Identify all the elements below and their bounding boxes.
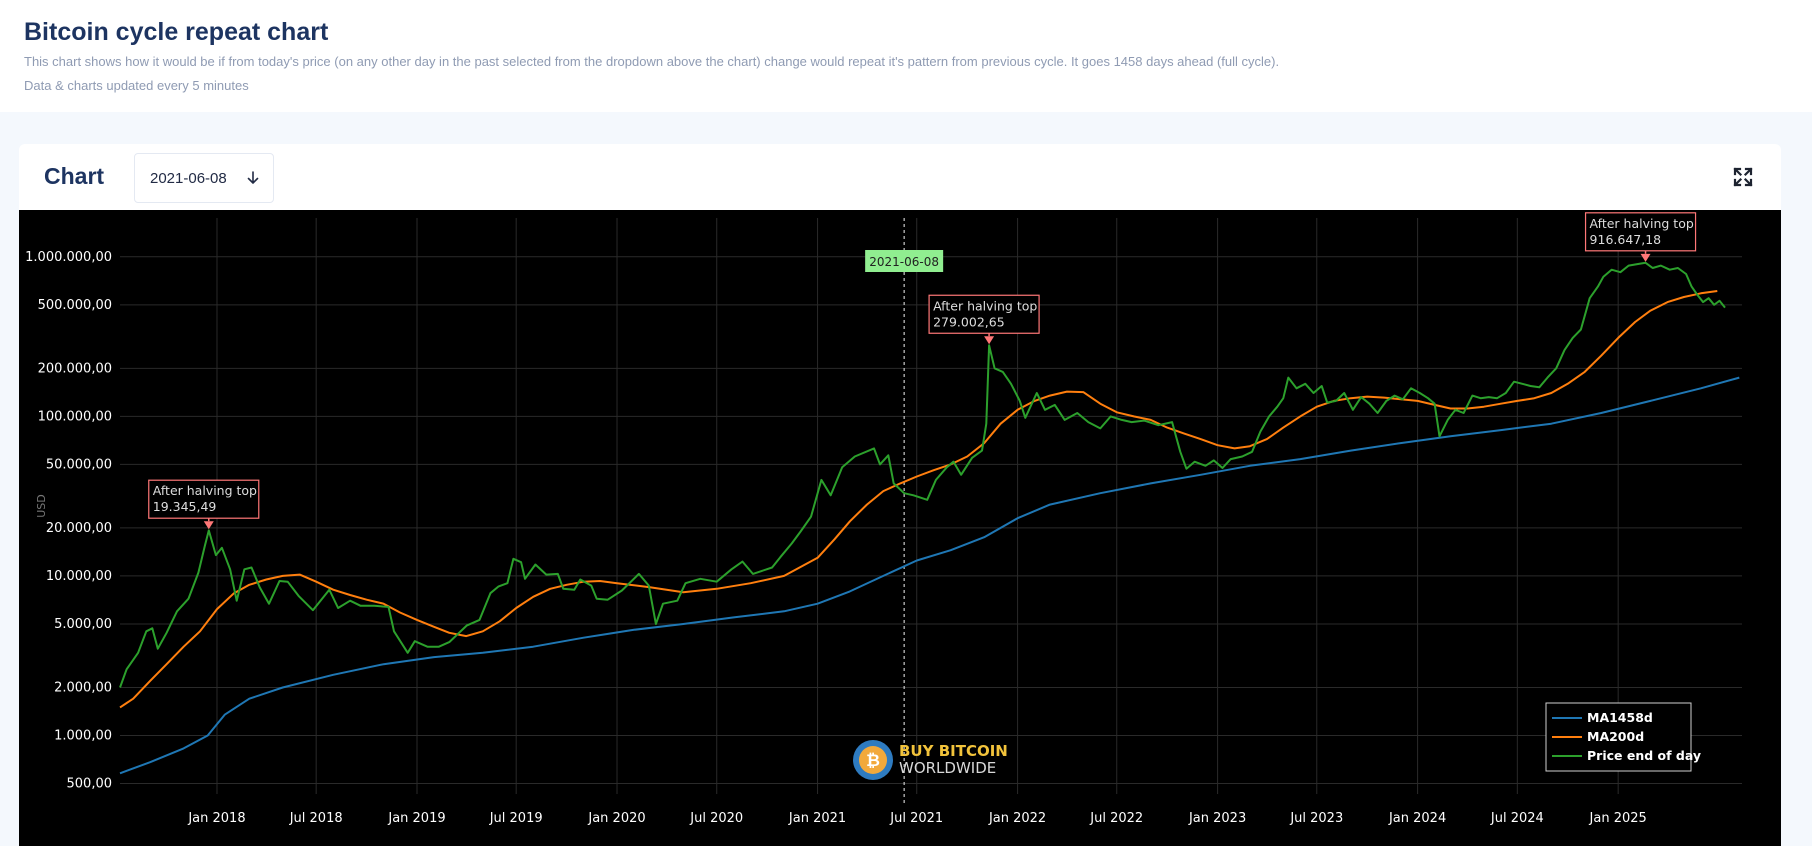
x-tick-label: Jul 2019 (489, 811, 543, 826)
y-tick-label: 500,00 (67, 777, 113, 792)
x-tick-label: Jan 2022 (988, 811, 1046, 826)
date-marker-label: 2021-06-08 (869, 255, 939, 269)
y-tick-label: 2.000,00 (54, 680, 112, 695)
x-tick-label: Jul 2020 (689, 811, 743, 826)
bitcoin-symbol-icon: ₿ (866, 751, 880, 771)
y-tick-label: 20.000,00 (46, 521, 112, 536)
x-tick-label: Jul 2021 (889, 811, 943, 826)
annotation-title: After halving top (153, 483, 257, 498)
y-tick-label: 1.000,00 (54, 729, 112, 744)
x-tick-label: Jan 2020 (587, 811, 645, 826)
x-tick-label: Jul 2023 (1289, 811, 1343, 826)
legend: MA1458d MA200d Price end of day (1545, 702, 1701, 772)
y-tick-label: 500.000,00 (38, 298, 112, 313)
x-tick-label: Jul 2018 (289, 811, 343, 826)
chart-svg[interactable]: 2021-06-08 ₿ BUY BITCOIN WORLDWIDE After… (19, 210, 1781, 846)
update-note: Data & charts updated every 5 minutes (24, 78, 249, 93)
y-axis-label: USD (35, 494, 48, 518)
y-tick-label: 1.000.000,00 (25, 250, 112, 265)
bitcoin-icon (859, 746, 887, 774)
x-tick-label: Jan 2025 (1589, 811, 1647, 826)
annotation-arrow (203, 521, 214, 530)
annotation-value: 279.002,65 (933, 314, 1005, 329)
x-tick-label: Jan 2019 (387, 811, 445, 826)
y-tick-label: 200.000,00 (38, 361, 112, 376)
x-tick-label: Jan 2021 (788, 811, 846, 826)
series-line-ma1458d (119, 376, 1740, 775)
annotation-value: 916.647,18 (1590, 232, 1662, 247)
annotation-arrow (984, 336, 995, 345)
axis-layer: 500,00 1.000,00 2.000,00 5.000,00 10.000,00 2… (25, 250, 1647, 826)
card-title: Chart (44, 163, 105, 189)
page-header: Bitcoin cycle repeat chart This chart sh… (0, 0, 1812, 112)
y-tick-label: 5.000,00 (54, 617, 112, 632)
annotation-arrow (1640, 253, 1651, 262)
date-marker-layer: 2021-06-08 (865, 218, 944, 806)
series-layer (119, 261, 1740, 775)
page-title: Bitcoin cycle repeat chart (24, 18, 329, 46)
series-line-ma200d (119, 290, 1718, 709)
date-select-value: 2021-06-08 (150, 170, 227, 187)
watermark: ₿ BUY BITCOIN WORLDWIDE (853, 740, 1008, 780)
watermark-line1: BUY BITCOIN (899, 742, 1008, 760)
series-line-price-end-of-day (119, 261, 1726, 688)
y-tick-label: 10.000,00 (46, 569, 112, 584)
legend-label: MA1458d (1587, 710, 1653, 725)
annotation-box (148, 479, 260, 519)
watermark-line2: WORLDWIDE (899, 759, 996, 777)
annotation-box (1584, 212, 1697, 252)
legend-label: Price end of day (1587, 748, 1701, 763)
x-tick-label: Jul 2024 (1490, 811, 1544, 826)
annotation-box (928, 294, 1040, 334)
y-tick-label: 50.000,00 (46, 457, 112, 472)
grid-layer (120, 218, 1742, 794)
chart-area[interactable]: 2021-06-08 ₿ BUY BITCOIN WORLDWIDE After… (19, 210, 1781, 846)
date-select[interactable]: 2021-06-08 (134, 153, 274, 203)
date-marker-box (865, 250, 944, 272)
x-tick-label: Jan 2023 (1188, 811, 1246, 826)
x-tick-label: Jul 2022 (1089, 811, 1143, 826)
annotation-title: After halving top (1590, 216, 1694, 231)
expand-icon[interactable] (1732, 166, 1754, 188)
x-tick-label: Jan 2024 (1388, 811, 1446, 826)
x-tick-label: Jan 2018 (187, 811, 245, 826)
page-description: This chart shows how it would be if from… (24, 54, 1280, 69)
y-tick-label: 100.000,00 (38, 409, 112, 424)
legend-label: MA200d (1587, 729, 1644, 744)
arrow-down-icon (247, 171, 259, 184)
annotation-value: 19.345,49 (153, 499, 217, 514)
annotation-title: After halving top (933, 298, 1037, 313)
